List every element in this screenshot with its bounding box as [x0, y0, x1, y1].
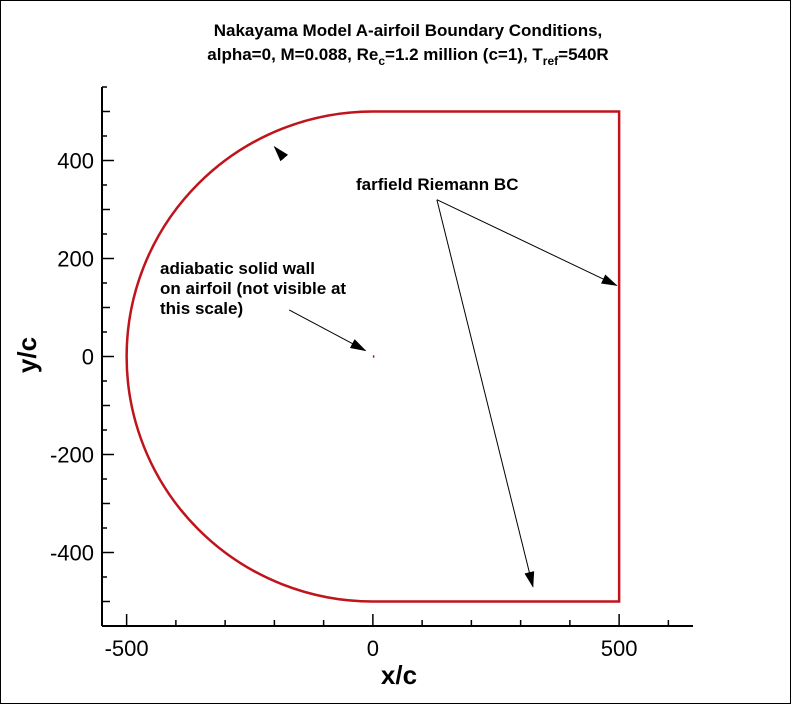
x-tick-label: 500 [601, 636, 638, 661]
wall-annotation-line-1: adiabatic solid wall [160, 259, 315, 278]
farfield-annotation: farfield Riemann BC [356, 175, 518, 194]
y-tick-label: -400 [50, 541, 94, 566]
axis-ticks [102, 86, 670, 627]
y-tick-label: 200 [57, 247, 94, 272]
axis-tick-labels: -500 0 500 -400 -200 0 200 400 [50, 149, 638, 662]
title-line-2: alpha=0, M=0.088, Rec=1.2 million (c=1),… [207, 45, 608, 68]
y-axis-label: y/c [12, 337, 42, 373]
annotation-arrows [273, 146, 618, 588]
y-tick-label: 0 [82, 345, 94, 370]
title-line-1: Nakayama Model A-airfoil Boundary Condit… [214, 21, 603, 40]
annotation-arrow [436, 199, 618, 286]
wall-annotation-line-3: this scale) [160, 299, 243, 318]
wall-annotation-line-2: on airfoil (not visible at [160, 279, 346, 298]
annotation-arrow [436, 199, 535, 588]
annotation-arrow [288, 309, 367, 352]
annotation-arrow [273, 146, 289, 162]
x-tick-label: -500 [105, 636, 149, 661]
farfield-boundary-line [125, 110, 621, 603]
y-tick-label: -200 [50, 443, 94, 468]
y-tick-label: 400 [57, 149, 94, 174]
x-tick-label: 0 [367, 636, 379, 661]
x-axis-label: x/c [381, 660, 417, 690]
